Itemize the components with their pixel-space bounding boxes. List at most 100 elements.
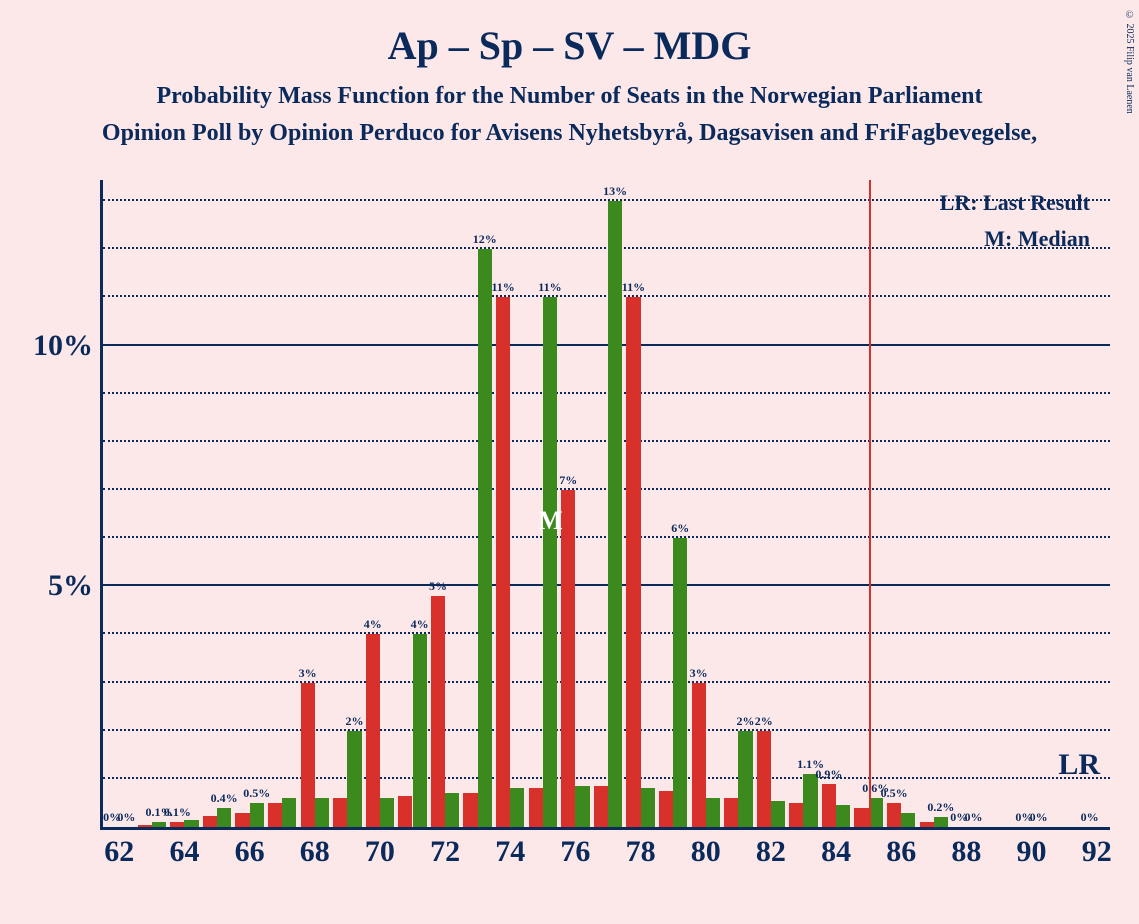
bar-red: 11% <box>626 297 640 827</box>
bar-value-label: 0% <box>117 810 135 825</box>
x-axis-label: 82 <box>756 835 786 869</box>
legend-lr-text: LR: Last Result <box>940 190 1090 216</box>
chart-plot-area: 5%10% 0%0%0.1%0.1%0.4%0.5%3%2%4%4%5%12%1… <box>100 180 1110 830</box>
lr-marker-label: LR <box>1058 748 1100 782</box>
bar-red <box>529 788 543 827</box>
bar-pair: 11% <box>527 180 558 827</box>
bar-red: 3% <box>301 683 315 827</box>
bar-green: 12% <box>478 249 492 827</box>
bar-green: 0.1% <box>152 822 166 827</box>
x-axis-label: 90 <box>1017 835 1047 869</box>
bar-red <box>920 822 934 827</box>
bar-green <box>836 805 850 827</box>
bar-red <box>235 813 249 827</box>
x-axis-label: 62 <box>104 835 134 869</box>
bar-green: 13% <box>608 201 622 827</box>
bar-pair: 0.5% <box>886 180 917 827</box>
bar-value-label: 2% <box>345 714 363 729</box>
bars-container: 0%0%0.1%0.1%0.4%0.5%3%2%4%4%5%12%11%11%7… <box>103 180 1110 827</box>
bar-pair: 12% <box>462 180 493 827</box>
bar-pair: 1.1% <box>788 180 819 827</box>
x-axis-label: 92 <box>1082 835 1112 869</box>
bar-value-label: 0% <box>965 810 983 825</box>
bar-pair: 0.1% <box>136 180 167 827</box>
bar-red <box>724 798 738 827</box>
bar-pair: 4% <box>397 180 428 827</box>
bar-pair: 11% <box>495 180 526 827</box>
bar-red <box>854 808 868 827</box>
y-axis-label: 5% <box>48 569 93 603</box>
bar-green: 0.6% <box>869 798 883 827</box>
x-axis-label: 70 <box>365 835 395 869</box>
bar-green <box>901 813 915 827</box>
bar-pair <box>983 180 1014 827</box>
x-axis-label: 68 <box>300 835 330 869</box>
bar-red: 3% <box>692 683 706 827</box>
bar-value-label: 2% <box>755 714 773 729</box>
bar-value-label: 6% <box>671 521 689 536</box>
bar-red: 0.1% <box>170 822 184 827</box>
x-axis-label: 76 <box>560 835 590 869</box>
bar-value-label: 0% <box>1030 810 1048 825</box>
bar-green: 0.5% <box>250 803 264 827</box>
x-axis-label: 74 <box>495 835 525 869</box>
bar-green <box>510 788 524 827</box>
chart-title: Ap – Sp – SV – MDG <box>0 0 1139 69</box>
bar-red: 2% <box>757 731 771 827</box>
bar-green <box>445 793 459 827</box>
bar-green: 0.2% <box>934 817 948 827</box>
bar-red: 11% <box>496 297 510 827</box>
bar-green: 0.4% <box>217 808 231 827</box>
bar-pair: 0.2% <box>918 180 949 827</box>
bar-green: 11% <box>543 297 557 827</box>
bar-pair: 0% <box>1081 180 1112 827</box>
bar-value-label: 0% <box>1081 810 1099 825</box>
bar-value-label: 5% <box>429 579 447 594</box>
bar-pair: 3% <box>690 180 721 827</box>
copyright-text: © 2025 Filip van Laenen <box>1124 10 1135 114</box>
y-axis-label: 10% <box>33 329 93 363</box>
bar-pair: 6% <box>658 180 689 827</box>
bar-pair: 7% <box>560 180 591 827</box>
bar-red <box>463 793 477 827</box>
bar-pair: 11% <box>625 180 656 827</box>
bar-pair: 0%0% <box>1016 180 1047 827</box>
bar-value-label: 13% <box>603 184 627 199</box>
bar-pair: 2% <box>723 180 754 827</box>
bar-value-label: 12% <box>473 232 497 247</box>
bar-red <box>138 825 152 827</box>
bar-green <box>706 798 720 827</box>
bar-pair: 0.5% <box>234 180 265 827</box>
bar-pair <box>1049 180 1080 827</box>
bar-pair: 0%0% <box>104 180 135 827</box>
bar-value-label: 0.5% <box>881 786 908 801</box>
bar-value-label: 7% <box>559 473 577 488</box>
x-axis-label: 64 <box>169 835 199 869</box>
x-axis-label: 84 <box>821 835 851 869</box>
bar-value-label: 0.9% <box>815 767 842 782</box>
bar-pair: 0.4% <box>202 180 233 827</box>
x-axis-label: 80 <box>691 835 721 869</box>
chart-subtitle-2: Opinion Poll by Opinion Perduco for Avis… <box>0 120 1139 147</box>
bar-red: 0.5% <box>887 803 901 827</box>
bar-pair: 4% <box>364 180 395 827</box>
bar-value-label: 11% <box>622 280 645 295</box>
bar-red <box>659 791 673 827</box>
bar-red <box>789 803 803 827</box>
bar-green <box>315 798 329 827</box>
x-axis-label: 88 <box>951 835 981 869</box>
bar-red <box>594 786 608 827</box>
bar-value-label: 11% <box>491 280 514 295</box>
bar-pair: 2% <box>332 180 363 827</box>
bar-pair: 0.9% <box>821 180 852 827</box>
x-axis-label: 78 <box>626 835 656 869</box>
bar-green <box>771 801 785 827</box>
bar-green: 1.1% <box>803 774 817 827</box>
bar-red: 4% <box>366 634 380 827</box>
bar-pair: 0%0% <box>951 180 982 827</box>
x-axis-label: 86 <box>886 835 916 869</box>
bar-red: 0.9% <box>822 784 836 827</box>
bar-green: 4% <box>413 634 427 827</box>
bar-value-label: 3% <box>690 666 708 681</box>
bar-green: 6% <box>673 538 687 827</box>
